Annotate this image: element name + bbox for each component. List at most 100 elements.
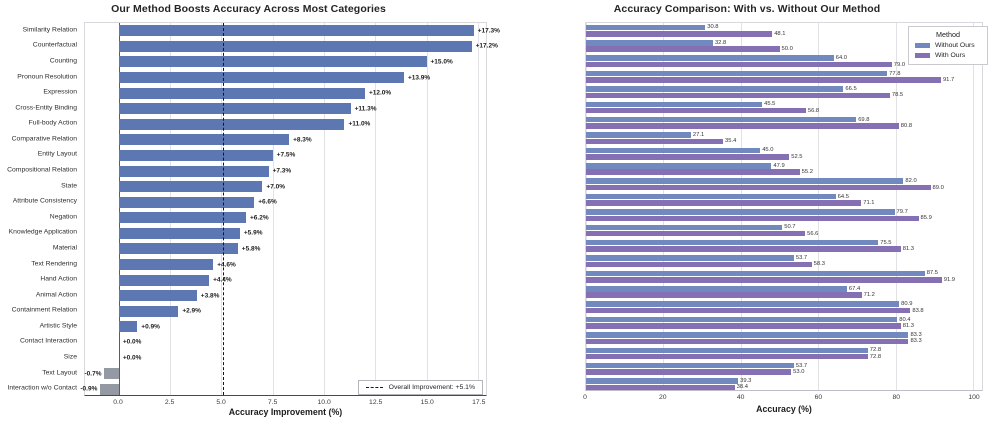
bar-with-ours: [586, 369, 792, 375]
value-label: 38.4: [736, 384, 748, 391]
value-label: 64.0: [835, 55, 848, 62]
bar: [100, 383, 119, 395]
category-label: Attribute Consistency: [12, 197, 77, 205]
value-label: 58.3: [813, 261, 825, 268]
x-tick-label: 15.0: [420, 399, 434, 406]
plot-area-left: +17.3% +17.2% +15.0% +13.9% +12.0% +11.3% +11.…: [80, 22, 500, 396]
bar-with-ours: [586, 277, 942, 283]
value-label: +15.0%: [430, 58, 453, 66]
legend-label-with-ours: With Ours: [935, 52, 966, 59]
bar-without-ours: [586, 378, 739, 384]
value-label: +17.3%: [477, 27, 500, 35]
bar-with-ours: [586, 107, 806, 114]
bar-without-ours: [586, 316, 898, 323]
value-label: 72.8: [869, 353, 882, 360]
value-label: 53.0: [793, 369, 805, 375]
category-label: Pronoun Resolution: [17, 73, 77, 81]
bar: [118, 40, 472, 52]
bar-without-ours: [586, 24, 706, 31]
gridline: [375, 23, 377, 395]
bar-without-ours: [586, 116, 857, 123]
gridline: [272, 23, 274, 395]
chart-accuracy-comparison: Accuracy Comparison: With vs. Without Ou…: [497, 0, 997, 421]
bar-with-ours: [586, 138, 724, 145]
bar: [118, 87, 365, 99]
bar-without-ours: [586, 224, 783, 231]
x-tick-label: 20: [659, 394, 667, 401]
value-label: +13.9%: [407, 74, 431, 82]
x-tick-label: 10.0: [317, 399, 331, 406]
gridline: [426, 23, 428, 395]
bar-without-ours: [586, 193, 836, 200]
bar-with-ours: [586, 215, 919, 221]
value-label: 81.3: [902, 322, 914, 329]
value-label: +12.0%: [368, 89, 392, 97]
value-label: 35.4: [725, 138, 737, 145]
bar-with-ours: [586, 154, 790, 160]
x-tick-label: 0.0: [113, 399, 123, 406]
x-axis-label-left: Accuracy Improvement (%): [228, 407, 343, 417]
gridline: [973, 23, 975, 390]
gridline: [895, 23, 897, 390]
value-label: 79.0: [893, 61, 906, 68]
bar-without-ours: [586, 239, 879, 246]
gridline: [818, 23, 820, 390]
bar: [118, 181, 263, 193]
value-label: 79.7: [896, 208, 908, 215]
bar: [104, 368, 119, 380]
gridline: [221, 23, 223, 395]
x-tick-label: 40: [736, 394, 745, 401]
zero-axis-line: [118, 23, 120, 395]
category-label: Counterfactual: [32, 41, 77, 49]
value-label: +0.0%: [122, 354, 142, 362]
x-tick-label: 2.5: [164, 399, 175, 406]
legend-row-without-ours: Without Ours: [915, 42, 981, 49]
value-label: 69.8: [858, 116, 870, 123]
value-label: 55.2: [801, 169, 813, 176]
bar-without-ours: [586, 55, 834, 61]
value-label: 50.0: [781, 46, 793, 53]
bar: [118, 149, 273, 161]
bar-with-ours: [586, 31, 773, 37]
bar-without-ours: [586, 347, 868, 354]
bar-without-ours: [586, 178, 904, 184]
bar-without-ours: [586, 163, 772, 169]
bar-without-ours: [586, 40, 713, 46]
bar: [118, 243, 238, 255]
bar-with-ours: [586, 384, 735, 391]
bar: [118, 118, 345, 130]
bar-without-ours: [586, 362, 794, 369]
value-label: 52.5: [791, 153, 803, 160]
value-label: 83.3: [910, 338, 922, 345]
bar: [118, 227, 240, 239]
category-label: Containment Relation: [11, 306, 77, 314]
bar-with-ours: [586, 46, 780, 52]
x-tick-label: 80: [892, 394, 901, 401]
x-tick-label: 5.0: [216, 399, 226, 406]
x-axis-ticks-left: 0.0 2.5 5.0 7.5 10.0 12.5 15.0 17.5: [84, 399, 487, 411]
bar-with-ours: [586, 230, 806, 237]
with-ours-swatch-icon: [915, 53, 930, 58]
gridline: [323, 23, 325, 395]
bar-with-ours: [586, 307, 911, 314]
value-label: 77.8: [889, 70, 901, 77]
value-label: 56.6: [807, 230, 819, 237]
value-label: +11.0%: [348, 120, 371, 128]
bar-with-ours: [586, 200, 862, 206]
x-tick-label: 7.5: [267, 399, 278, 406]
bar-without-ours: [586, 101, 763, 108]
category-label: Negation: [49, 213, 77, 221]
category-label: Cross-Entity Binding: [15, 104, 77, 112]
value-label: +7.3%: [272, 167, 292, 175]
category-label: Similarity Relation: [22, 26, 77, 34]
category-label: Hand Action: [40, 275, 77, 283]
category-label: Contact Interaction: [19, 337, 77, 345]
bar-with-ours: [586, 77, 941, 83]
value-label: 91.7: [942, 76, 955, 83]
bar-with-ours: [586, 292, 862, 298]
legend-label-without-ours: Without Ours: [935, 42, 975, 49]
chart-title-left: Our Method Boosts Accuracy Across Most C…: [111, 3, 386, 15]
bar: [118, 305, 179, 317]
bar-without-ours: [586, 132, 691, 138]
